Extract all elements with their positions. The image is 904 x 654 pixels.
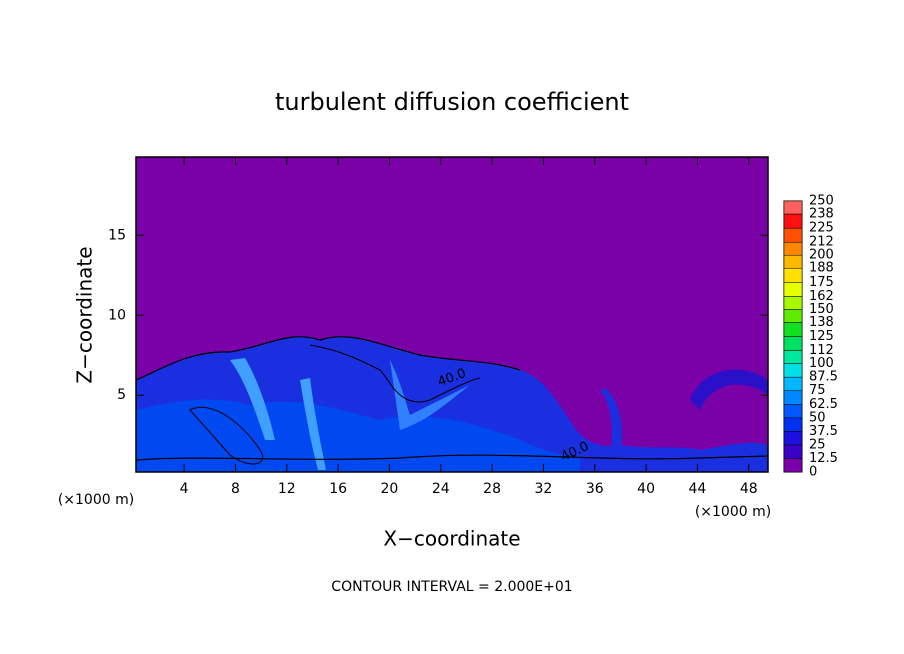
colorbar-swatch	[783, 322, 803, 337]
contour-line	[136, 454, 768, 461]
y-tick-label: 5	[117, 387, 126, 403]
colorbar-label: 200	[809, 248, 834, 263]
colorbar-label: 188	[809, 261, 834, 276]
field-region	[136, 399, 580, 472]
colorbar-swatch	[783, 458, 803, 473]
colorbar-label: 225	[809, 221, 834, 236]
colorbar-label: 62.5	[809, 397, 838, 412]
colorbar-label: 250	[809, 194, 834, 209]
colorbar-swatch	[783, 417, 803, 432]
field-region	[300, 378, 326, 470]
x-tick-label: 16	[329, 481, 347, 497]
x-tick-label: 44	[689, 481, 707, 497]
colorbar-swatch	[783, 241, 803, 256]
colorbar-label: 25	[809, 437, 826, 452]
colorbar-swatch	[783, 336, 803, 351]
plot-frame	[135, 156, 769, 473]
colorbar-swatch	[783, 267, 803, 283]
colorbar-label: 162	[809, 289, 834, 304]
colorbar-label: 112	[809, 343, 834, 358]
colorbar-label: 50	[809, 410, 826, 425]
field-region	[230, 358, 275, 440]
colorbar-label: 212	[809, 235, 834, 250]
contour-line	[136, 336, 521, 381]
x-unit: (×1000 m)	[695, 504, 771, 520]
field-region	[600, 388, 622, 455]
colorbar-label: 138	[809, 315, 834, 330]
field-region	[690, 369, 768, 410]
x-tick-label: 48	[740, 481, 758, 497]
x-unit: (×1000 m)	[58, 492, 134, 508]
colorbar-swatch	[783, 350, 803, 364]
colorbar-swatch	[783, 309, 803, 323]
x-tick-label: 24	[432, 481, 450, 497]
contour-line	[309, 344, 481, 403]
colorbar-swatch	[783, 390, 803, 405]
y-tick-label: 15	[108, 227, 126, 243]
y-tick-label: 10	[108, 307, 126, 323]
x-tick-label: 4	[180, 481, 189, 497]
contour-line	[189, 406, 263, 465]
colorbar-swatch	[783, 213, 803, 229]
colorbar-swatch	[783, 376, 803, 391]
colorbar-label: 87.5	[809, 370, 838, 385]
footer-note: CONTOUR INTERVAL = 2.000E+01	[331, 579, 572, 595]
colorbar-label: 37.5	[809, 424, 838, 439]
colorbar-label: 12.5	[809, 451, 838, 466]
x-tick-label: 28	[483, 481, 501, 497]
x-tick-label: 8	[231, 481, 240, 497]
colorbar-swatch	[783, 363, 803, 378]
colorbar-label: 125	[809, 329, 834, 344]
colorbar-swatch	[783, 227, 803, 243]
field	[136, 336, 768, 472]
colorbar-swatch	[783, 296, 803, 310]
x-tick-label: 12	[278, 481, 296, 497]
x-tick-label: 36	[586, 481, 604, 497]
x-tick-label: 40	[637, 481, 655, 497]
colorbar-label: 175	[809, 275, 834, 290]
x-tick-label: 32	[535, 481, 553, 497]
field-region	[390, 360, 470, 430]
colorbar-swatch	[783, 404, 803, 419]
colorbar-swatch	[783, 254, 803, 269]
x-tick-label: 20	[381, 481, 399, 497]
colorbar-swatch	[783, 200, 803, 215]
colorbar-label: 150	[809, 302, 834, 317]
colorbar-swatch	[783, 282, 803, 297]
colorbar-label: 238	[809, 207, 834, 222]
colorbar-swatch	[783, 444, 803, 459]
colorbar-label: 0	[809, 465, 817, 480]
colorbar-label: 75	[809, 383, 826, 398]
chart-title: turbulent diffusion coefficient	[275, 88, 629, 116]
colorbar-label: 100	[809, 356, 834, 371]
colorbar-swatch	[783, 431, 803, 446]
x-axis-label: X−coordinate	[383, 527, 520, 551]
y-axis-label: Z−coordinate	[73, 246, 97, 383]
